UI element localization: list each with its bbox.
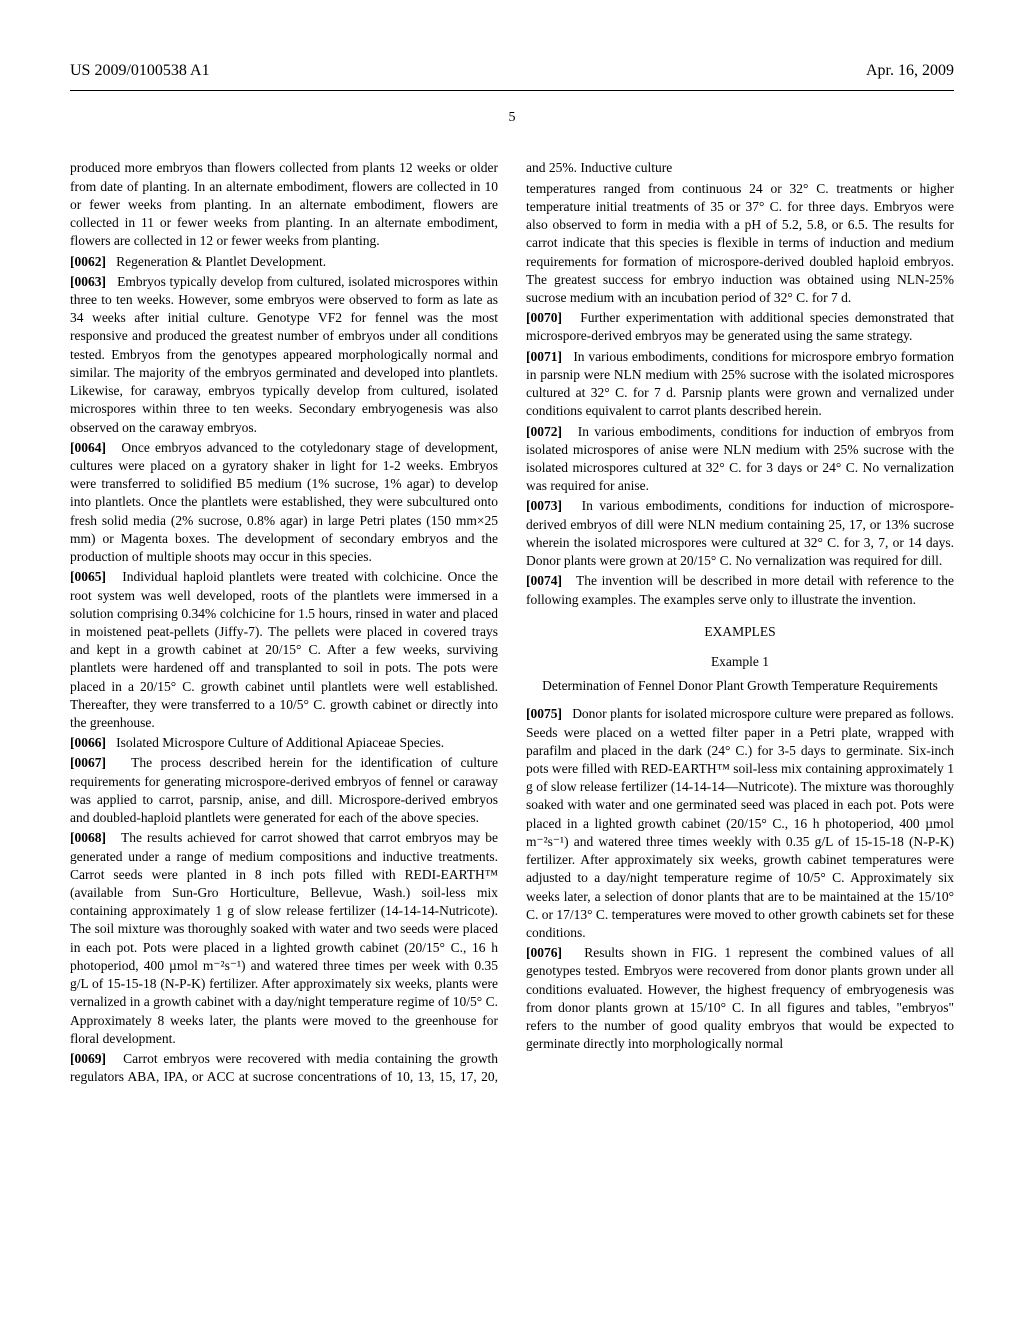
para-0065: [0065] Individual haploid plantlets were… <box>70 568 498 732</box>
para-num: [0069] <box>70 1051 106 1066</box>
para-0061-tail: produced more embryos than flowers colle… <box>70 159 498 250</box>
para-text: Embryos typically develop from cultured,… <box>70 274 498 435</box>
para-num: [0072] <box>526 424 562 439</box>
header-rule <box>70 90 954 91</box>
para-0068: [0068] The results achieved for carrot s… <box>70 829 498 1048</box>
page-number: 5 <box>70 109 954 128</box>
body-columns: produced more embryos than flowers colle… <box>70 159 954 1086</box>
para-0063: [0063] Embryos typically develop from cu… <box>70 273 498 437</box>
para-num: [0073] <box>526 498 562 513</box>
para-text: Once embryos advanced to the cotyledonar… <box>70 440 498 564</box>
para-text: In various embodiments, conditions for m… <box>526 349 954 419</box>
para-num: [0065] <box>70 569 106 584</box>
para-0071: [0071] In various embodiments, condition… <box>526 348 954 421</box>
publication-number: US 2009/0100538 A1 <box>70 60 210 82</box>
para-text: The process described herein for the ide… <box>70 755 498 825</box>
para-0073: [0073] In various embodiments, condition… <box>526 497 954 570</box>
para-0064: [0064] Once embryos advanced to the coty… <box>70 439 498 567</box>
para-num: [0070] <box>526 310 562 325</box>
para-0076: [0076] Results shown in FIG. 1 represent… <box>526 944 954 1053</box>
para-0066: [0066] Isolated Microspore Culture of Ad… <box>70 734 498 752</box>
para-text: Isolated Microspore Culture of Additiona… <box>116 735 444 750</box>
para-text: Regeneration & Plantlet Development. <box>116 254 326 269</box>
examples-heading: EXAMPLES <box>526 623 954 641</box>
para-num: [0064] <box>70 440 106 455</box>
para-num: [0066] <box>70 735 106 750</box>
para-0062: [0062] Regeneration & Plantlet Developme… <box>70 253 498 271</box>
para-text: Individual haploid plantlets were treate… <box>70 569 498 730</box>
para-0074: [0074] The invention will be described i… <box>526 572 954 608</box>
para-num: [0071] <box>526 349 562 364</box>
publication-date: Apr. 16, 2009 <box>866 60 954 82</box>
para-text: The invention will be described in more … <box>526 573 954 606</box>
para-num: [0068] <box>70 830 106 845</box>
para-text: Donor plants for isolated microspore cul… <box>526 706 954 940</box>
para-num: [0063] <box>70 274 106 289</box>
para-text: Further experimentation with additional … <box>526 310 954 343</box>
para-num: [0067] <box>70 755 106 770</box>
para-text: Results shown in FIG. 1 represent the co… <box>526 945 954 1051</box>
para-text: In various embodiments, conditions for i… <box>526 424 954 494</box>
para-text: In various embodiments, conditions for i… <box>526 498 954 568</box>
para-num: [0076] <box>526 945 562 960</box>
example-1-heading: Example 1 <box>526 653 954 671</box>
para-0069-tail: temperatures ranged from continuous 24 o… <box>526 180 954 308</box>
para-0075: [0075] Donor plants for isolated microsp… <box>526 705 954 942</box>
para-0070: [0070] Further experimentation with addi… <box>526 309 954 345</box>
para-num: [0074] <box>526 573 562 588</box>
para-0072: [0072] In various embodiments, condition… <box>526 423 954 496</box>
para-0067: [0067] The process described herein for … <box>70 754 498 827</box>
para-text: The results achieved for carrot showed t… <box>70 830 498 1045</box>
example-1-title: Determination of Fennel Donor Plant Grow… <box>526 677 954 695</box>
page-header: US 2009/0100538 A1 Apr. 16, 2009 <box>70 60 954 82</box>
para-num: [0075] <box>526 706 562 721</box>
para-num: [0062] <box>70 254 106 269</box>
